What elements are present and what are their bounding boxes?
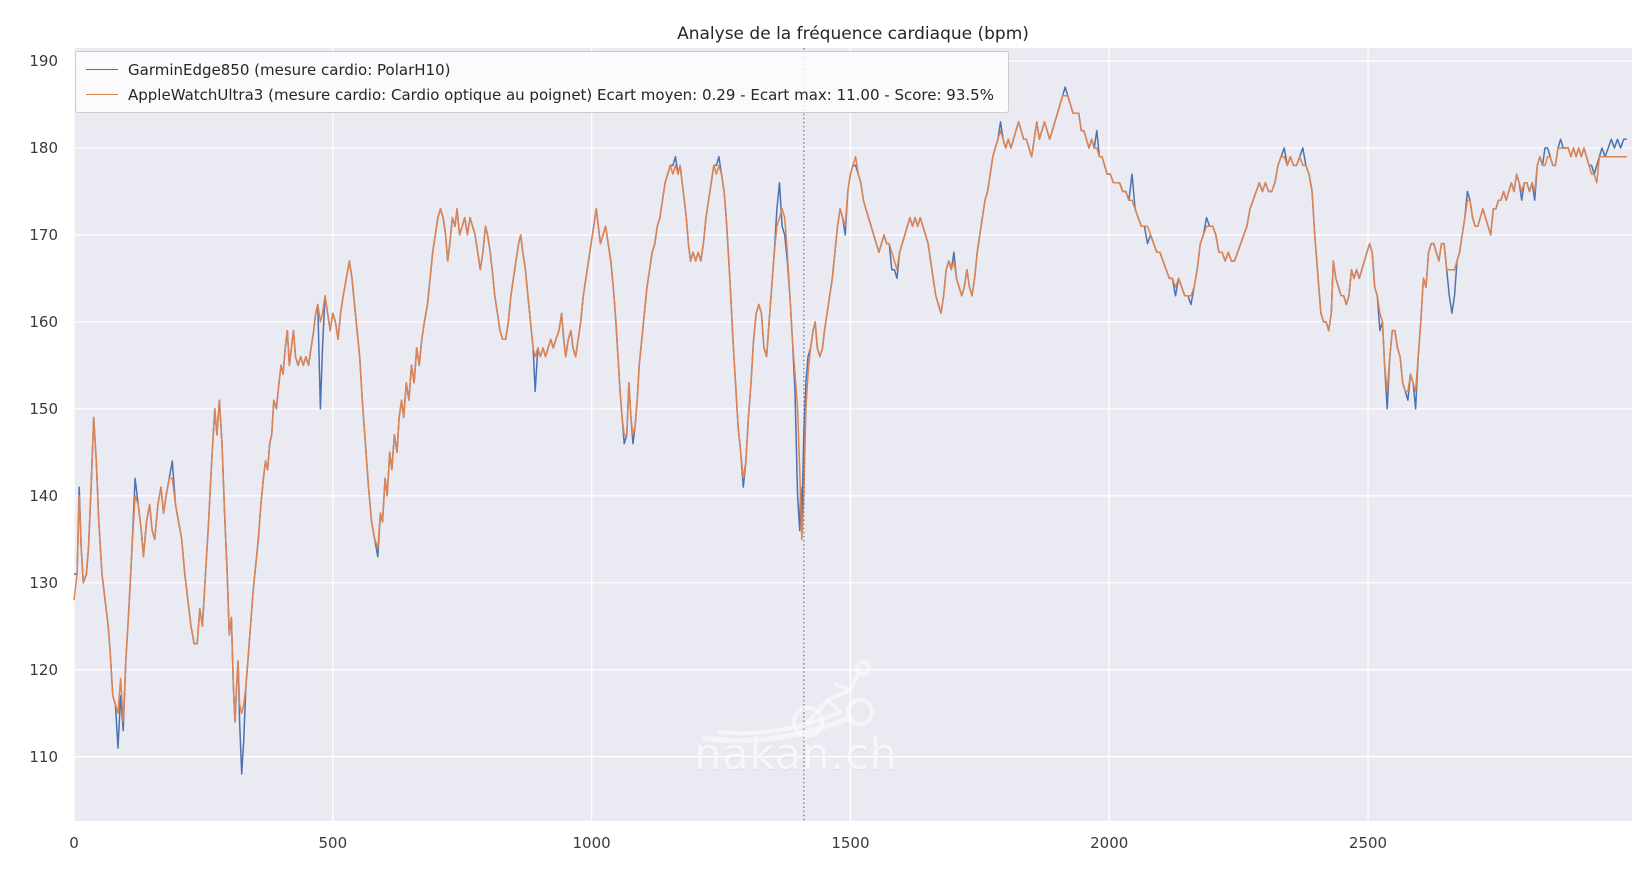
y-tick-label: 110: [29, 747, 58, 766]
x-tick-label: 2500: [1348, 834, 1388, 852]
legend-item-applewatch: AppleWatchUltra3 (mesure cardio: Cardio …: [86, 84, 994, 105]
y-tick-label: 120: [29, 660, 58, 679]
legend: GarminEdge850 (mesure cardio: PolarH10) …: [75, 51, 1009, 113]
y-tick-label: 130: [29, 573, 58, 592]
y-tick-label: 140: [29, 486, 58, 505]
y-tick-label: 180: [29, 138, 58, 157]
chart-title: Analyse de la fréquence cardiaque (bpm): [677, 24, 1029, 44]
x-tick-label: 1000: [572, 834, 611, 852]
x-tick-label: 500: [318, 834, 348, 852]
y-tick-label: 170: [29, 225, 58, 244]
watermark-text: nakan.ch: [694, 730, 898, 780]
legend-label-garmin: GarminEdge850 (mesure cardio: PolarH10): [128, 60, 451, 79]
garmin-line-swatch-icon: [86, 69, 118, 70]
series-line-applewatchultra3: [73, 95, 1627, 723]
y-tick-label: 190: [29, 52, 58, 71]
plot-area: [74, 48, 1632, 821]
applewatch-line-swatch-icon: [86, 94, 118, 95]
y-tick-label: 160: [29, 312, 58, 331]
x-tick-label: 1500: [831, 834, 870, 852]
legend-label-applewatch: AppleWatchUltra3 (mesure cardio: Cardio …: [128, 85, 994, 104]
x-tick-label: 0: [69, 834, 79, 852]
x-tick-label: 2000: [1090, 834, 1129, 852]
y-tick-label: 150: [29, 399, 58, 418]
legend-item-garmin: GarminEdge850 (mesure cardio: PolarH10): [86, 59, 994, 80]
cyclist-watermark-icon: [702, 660, 874, 743]
